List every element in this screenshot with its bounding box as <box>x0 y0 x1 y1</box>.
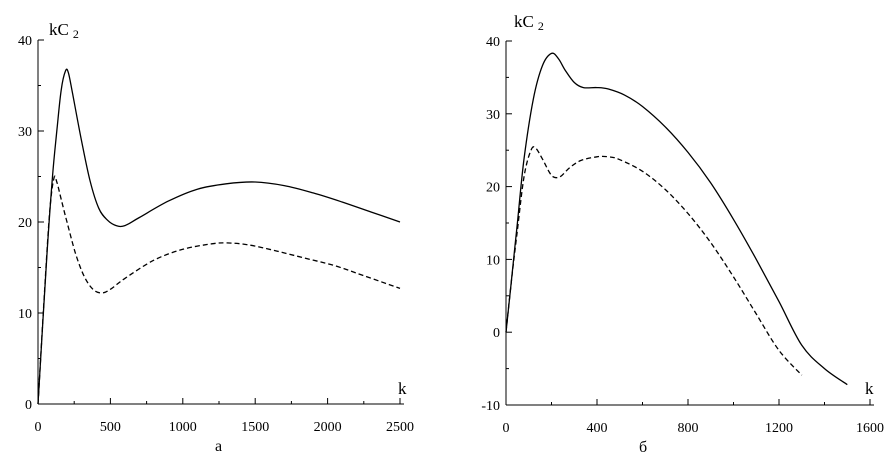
panel-a-series-solid-line <box>37 68 401 405</box>
panel-b-y-axis-title-main: kC <box>514 12 534 31</box>
panel-b-y-tick-label: 10 <box>486 253 500 268</box>
panel-a-y-axis-title-sub: 2 <box>73 27 79 41</box>
panel-b-x-axis-title: k <box>865 379 874 398</box>
panel-b-x-tick-label: 1600 <box>856 421 884 436</box>
panel-a-text: kC 2 k а <box>49 20 407 455</box>
panel-a-series <box>37 68 401 405</box>
panel-a-x-axis-title: k <box>398 379 407 398</box>
panel-b-x-tick-label: 1200 <box>765 421 793 436</box>
panel-b-x-tick-label: 800 <box>678 421 699 436</box>
panel-a-x-tick-label: 0 <box>35 420 42 435</box>
panel-b-y-tick-label: 0 <box>493 326 500 341</box>
panel-a-y-tick-label: 10 <box>18 307 32 322</box>
panel-a-x-tick-label: 500 <box>100 420 121 435</box>
panel-b-text: kC 2 k б <box>514 12 874 456</box>
panel-b-y-axis-title-sub: 2 <box>538 19 544 33</box>
panel-b-y-tick-label: 20 <box>486 181 500 196</box>
panel-a-y-tick-label: 20 <box>18 216 32 231</box>
panel-b-x-tick-label: 400 <box>587 421 608 436</box>
panel-a-x-tick-label: 2000 <box>314 420 342 435</box>
panel-b-series-dashed-line <box>505 146 803 376</box>
panel-b-y-tick-label: -10 <box>481 399 500 414</box>
chart-panel-a: 0 10 20 30 40 0 500 1000 1500 2000 2500 kC 2 k а <box>18 20 414 455</box>
panel-b-x-tick-label: 0 <box>503 421 510 436</box>
panel-b-series-solid-line <box>505 52 848 386</box>
panel-a-x-tick-label: 1500 <box>241 420 269 435</box>
panel-a-x-tick-label: 1000 <box>169 420 197 435</box>
panel-a-y-tick-label: 0 <box>25 398 32 413</box>
panel-a-x-tick-label: 2500 <box>386 420 414 435</box>
panel-b-y-tick-label: 30 <box>486 108 500 123</box>
panel-b-y-tick-label: 40 <box>486 35 500 50</box>
panel-a-label: а <box>215 438 222 455</box>
panel-a-y-tick-label: 40 <box>18 34 32 49</box>
panel-b-y-axis-title: kC 2 <box>514 12 544 33</box>
panel-a-y-axis-title: kC 2 <box>49 20 79 41</box>
panel-b-label: б <box>639 439 647 456</box>
panel-a-y-tick-label: 30 <box>18 125 32 140</box>
panel-b-series <box>505 52 848 386</box>
panel-a-y-axis-title-main: kC <box>49 20 69 39</box>
panel-a-axes: 0 10 20 30 40 0 500 1000 1500 2000 2500 <box>18 34 414 435</box>
panel-a-series-dashed-line <box>37 175 401 405</box>
